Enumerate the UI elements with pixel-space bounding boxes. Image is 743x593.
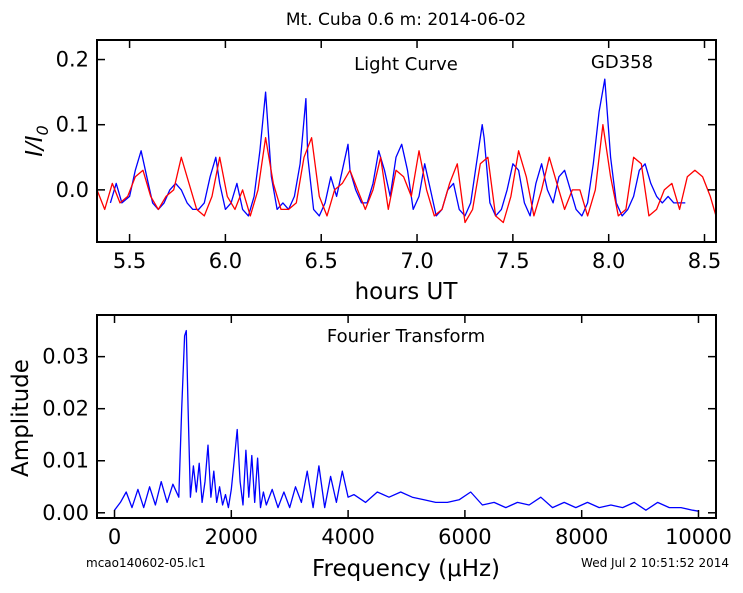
fourier-ylabel: Amplitude	[8, 359, 34, 477]
chart1-xtick-label: 6000	[438, 525, 491, 549]
fourier-series-group	[113, 329, 699, 512]
chart0-xtick-label: 7.0	[400, 249, 433, 273]
chart0-series-1-line	[96, 124, 717, 224]
chart0-ytick-label: 0.2	[56, 48, 89, 72]
chart1-series-0-line	[113, 329, 699, 512]
chart0-xtick-label: 6.5	[305, 249, 338, 273]
figure-title: Mt. Cuba 0.6 m: 2014-06-02	[286, 10, 526, 30]
chart0-xtick-label: 7.5	[496, 249, 529, 273]
chart1-xtick-label: 0	[108, 525, 121, 549]
chart0-xtick-label: 8.0	[592, 249, 625, 273]
light-curve-series-group	[96, 78, 717, 224]
light-curve-annotation: GD358	[591, 52, 653, 73]
light-curve-xlabel: hours UT	[355, 279, 459, 305]
chart1-ytick-label: 0.03	[42, 345, 89, 369]
chart1-xtick-label: 2000	[205, 525, 258, 549]
fourier-panel: 0 2000 4000 6000 8000 10000 0.00 0.01 0.02 0.03 F…	[8, 314, 732, 582]
fourier-frame	[96, 314, 717, 519]
chart1-xtick-label: 8000	[555, 525, 608, 549]
light-curve-panel: 5.5 6.0 6.5 7.0 7.5 8.0 8.5 0.0 0.1 0.2 Light Cur…	[22, 39, 721, 305]
chart1-xtick-label: 10000	[665, 525, 732, 549]
chart1-xtick-label: 4000	[321, 525, 374, 549]
chart1-ytick-label: 0.01	[42, 449, 89, 473]
fourier-xlabel: Frequency (μHz)	[312, 556, 500, 582]
fourier-title: Fourier Transform	[327, 326, 485, 347]
footer-filename: mcao140602-05.lc1	[86, 556, 206, 570]
chart0-xtick-label: 6.0	[209, 249, 242, 273]
light-curve-ylabel-sub: 0	[33, 125, 52, 135]
light-curve-frame	[96, 39, 717, 243]
fourier-ticks: 0 2000 4000 6000 8000 10000 0.00 0.01 0.02 0.03	[42, 315, 732, 549]
chart0-xtick-label: 8.5	[688, 249, 721, 273]
footer-timestamp: Wed Jul 2 10:51:52 2014	[581, 556, 729, 570]
light-curve-title: Light Curve	[354, 54, 458, 75]
light-curve-ticks: 5.5 6.0 6.5 7.0 7.5 8.0 8.5 0.0 0.1 0.2	[56, 40, 721, 273]
light-curve-ylabel: I/I0	[22, 125, 52, 157]
light-curve-ylabel-main: I/I	[22, 135, 48, 157]
chart0-xtick-label: 5.5	[113, 249, 146, 273]
chart0-ytick-label: 0.0	[56, 178, 89, 202]
chart0-ytick-label: 0.1	[56, 113, 89, 137]
chart0-series-0-line	[109, 78, 686, 217]
chart1-ytick-label: 0.02	[42, 397, 89, 421]
chart1-ytick-label: 0.00	[42, 501, 89, 525]
